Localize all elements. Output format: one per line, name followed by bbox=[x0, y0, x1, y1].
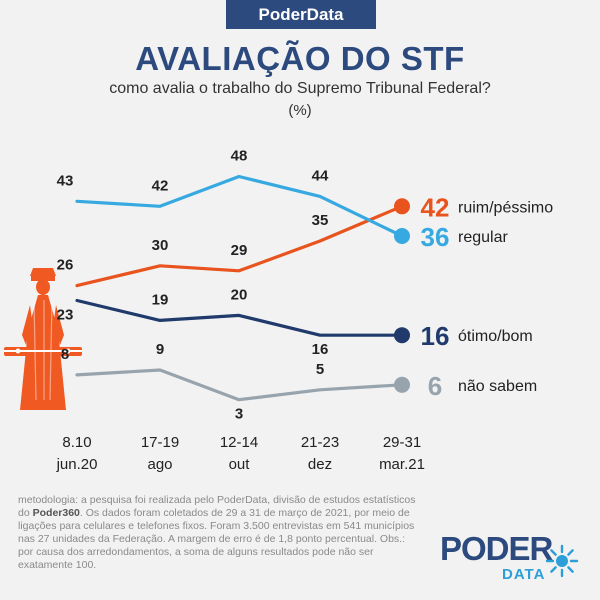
x-tick-label-0: 8.10 bbox=[62, 434, 91, 451]
methodology-note: metodologia: a pesquisa foi realizada pe… bbox=[18, 494, 416, 571]
value-label-otimo-3: 16 bbox=[312, 341, 329, 358]
series-name-nao_sabem: não sabem bbox=[458, 378, 537, 395]
value-label-nao_sabem-2: 3 bbox=[235, 406, 243, 423]
logo-text-data: DATA bbox=[502, 566, 546, 583]
final-value-ruim: 42 bbox=[421, 192, 450, 222]
brand-tag: PoderData bbox=[226, 0, 376, 29]
chart-title: AVALIAÇÃO DO STF bbox=[135, 40, 465, 77]
end-point-otimo bbox=[394, 327, 410, 344]
series-name-otimo: ótimo/bom bbox=[458, 328, 533, 345]
poderdata-logo: PODER DATA bbox=[440, 530, 580, 590]
chart-subtitle: como avalia o trabalho do Supremo Tribun… bbox=[109, 80, 491, 97]
series-name-ruim: ruim/péssimo bbox=[458, 199, 553, 216]
end-point-ruim bbox=[394, 198, 410, 215]
value-label-ruim-0: 26 bbox=[57, 257, 74, 274]
x-tick-label-4: 29-31 bbox=[383, 434, 421, 451]
value-label-ruim-3: 35 bbox=[312, 212, 329, 229]
x-tick-label-2: 12-14 bbox=[220, 434, 258, 451]
final-value-regular: 36 bbox=[421, 222, 450, 252]
x-tick-label-1: 17-19 bbox=[141, 434, 179, 451]
x-tick-sublabel-0: jun.20 bbox=[56, 456, 98, 473]
series-line-ruim bbox=[75, 204, 404, 288]
value-label-ruim-1: 30 bbox=[152, 237, 169, 254]
series-line-regular bbox=[75, 174, 404, 238]
value-label-ruim-2: 29 bbox=[231, 242, 248, 259]
value-label-regular-2: 48 bbox=[231, 148, 248, 165]
unit-label: (%) bbox=[288, 102, 312, 119]
value-label-regular-1: 42 bbox=[152, 177, 169, 194]
value-label-otimo-2: 20 bbox=[231, 286, 248, 303]
logo-text-poder: PODER bbox=[440, 530, 553, 567]
x-tick-sublabel-1: ago bbox=[147, 456, 172, 473]
end-point-nao_sabem bbox=[394, 376, 410, 393]
final-value-nao_sabem: 6 bbox=[428, 371, 442, 401]
value-label-regular-0: 43 bbox=[57, 172, 74, 189]
value-label-nao_sabem-1: 9 bbox=[156, 341, 164, 358]
series-name-regular: regular bbox=[458, 229, 508, 246]
value-label-nao_sabem-0: 8 bbox=[61, 346, 69, 363]
x-tick-sublabel-4: mar.21 bbox=[379, 456, 425, 473]
series-line-otimo bbox=[75, 298, 404, 337]
value-label-otimo-1: 19 bbox=[152, 291, 169, 308]
x-tick-label-3: 21-23 bbox=[301, 434, 339, 451]
justice-statue-icon bbox=[4, 268, 82, 410]
x-tick-sublabel-3: dez bbox=[308, 456, 332, 473]
value-label-nao_sabem-3: 5 bbox=[316, 361, 324, 378]
final-value-otimo: 16 bbox=[421, 321, 450, 351]
burst-icon bbox=[545, 544, 579, 578]
series-line-nao_sabem bbox=[75, 368, 404, 402]
x-tick-sublabel-2: out bbox=[229, 456, 251, 473]
end-point-regular bbox=[394, 228, 410, 244]
value-label-otimo-0: 23 bbox=[57, 307, 74, 324]
value-label-regular-3: 44 bbox=[312, 167, 329, 184]
